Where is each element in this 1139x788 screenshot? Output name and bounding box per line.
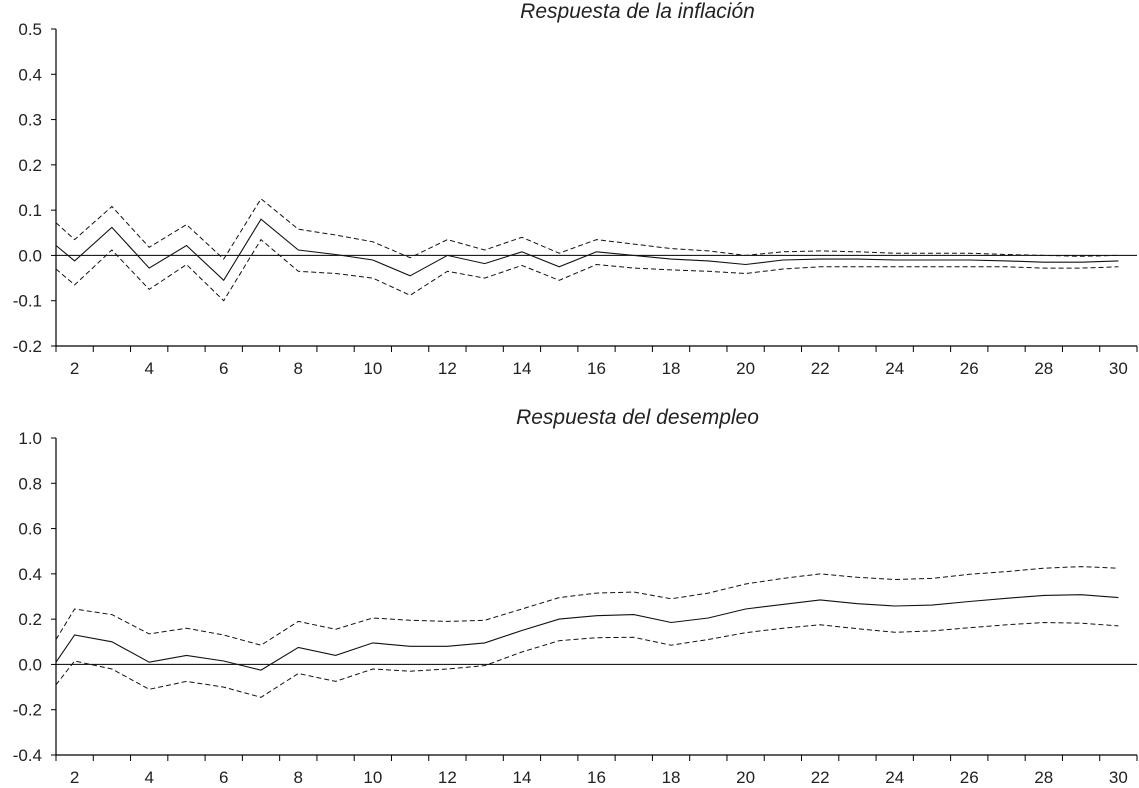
x-tick-label: 24 [885, 359, 904, 378]
x-tick-label: 4 [144, 359, 153, 378]
y-tick-label: -0.1 [13, 292, 42, 311]
x-tick-label: 26 [960, 359, 979, 378]
x-tick-label: 8 [294, 359, 303, 378]
x-tick-label: 24 [885, 768, 904, 787]
x-tick-label: 30 [1109, 768, 1128, 787]
x-tick-label: 14 [512, 768, 531, 787]
chart-panel-1: Respuesta de la inflación 0.5 0.4 0.3 0.2 0.1… [13, 0, 1138, 378]
x-tick-label: 18 [662, 359, 681, 378]
x-tick-label: 18 [662, 768, 681, 787]
chart-title: Respuesta del desempleo [516, 406, 759, 429]
x-tick-label: 12 [438, 768, 457, 787]
y-tick-label: 0.5 [18, 20, 42, 39]
y-tick-label: 0.1 [18, 201, 42, 220]
y-tick-label: -0.4 [13, 746, 42, 765]
x-tick-label: 2 [70, 768, 79, 787]
confidence-band-line [55, 238, 1119, 302]
chart-panel-2: Respuesta del desempleo 1.0 0.8 0.6 0.4 0.2 0.… [13, 406, 1138, 787]
x-tick-label: 6 [219, 359, 228, 378]
confidence-band-line [55, 198, 1119, 260]
x-tick-label: 6 [219, 768, 228, 787]
x-tick-label: 28 [1034, 768, 1053, 787]
y-tick-label: 0.8 [18, 474, 42, 493]
x-tick-label: 12 [438, 359, 457, 378]
chart-title: Respuesta de la inflación [520, 0, 755, 23]
y-tick-label: 0.0 [18, 655, 42, 674]
x-tick-label: 22 [811, 359, 830, 378]
response-line [55, 218, 1119, 282]
x-tick-label: 20 [736, 768, 755, 787]
confidence-band-line [55, 621, 1119, 698]
x-tick-label: 10 [363, 359, 382, 378]
y-tick-label: 0.4 [18, 65, 42, 84]
x-tick-label: 30 [1109, 359, 1128, 378]
y-tick-label: 0.3 [18, 111, 42, 130]
x-tick-label: 26 [960, 768, 979, 787]
x-tick-label: 2 [70, 359, 79, 378]
y-tick-label: -0.2 [13, 337, 42, 356]
y-tick-label: 0.0 [18, 246, 42, 265]
x-tick-label: 28 [1034, 359, 1053, 378]
confidence-band-line [55, 566, 1119, 646]
x-tick-label: 20 [736, 359, 755, 378]
x-tick-label: 4 [144, 768, 153, 787]
x-tick-label: 14 [512, 359, 531, 378]
y-tick-label: 0.4 [18, 565, 42, 584]
x-tick-label: 16 [587, 359, 606, 378]
x-tick-label: 22 [811, 768, 830, 787]
response-line [55, 594, 1119, 671]
x-tick-label: 16 [587, 768, 606, 787]
x-tick-label: 8 [294, 768, 303, 787]
y-tick-label: 0.6 [18, 520, 42, 539]
y-tick-label: 0.2 [18, 610, 42, 629]
y-tick-label: -0.2 [13, 701, 42, 720]
x-tick-label: 10 [363, 768, 382, 787]
y-tick-label: 0.2 [18, 156, 42, 175]
y-tick-label: 1.0 [18, 429, 42, 448]
